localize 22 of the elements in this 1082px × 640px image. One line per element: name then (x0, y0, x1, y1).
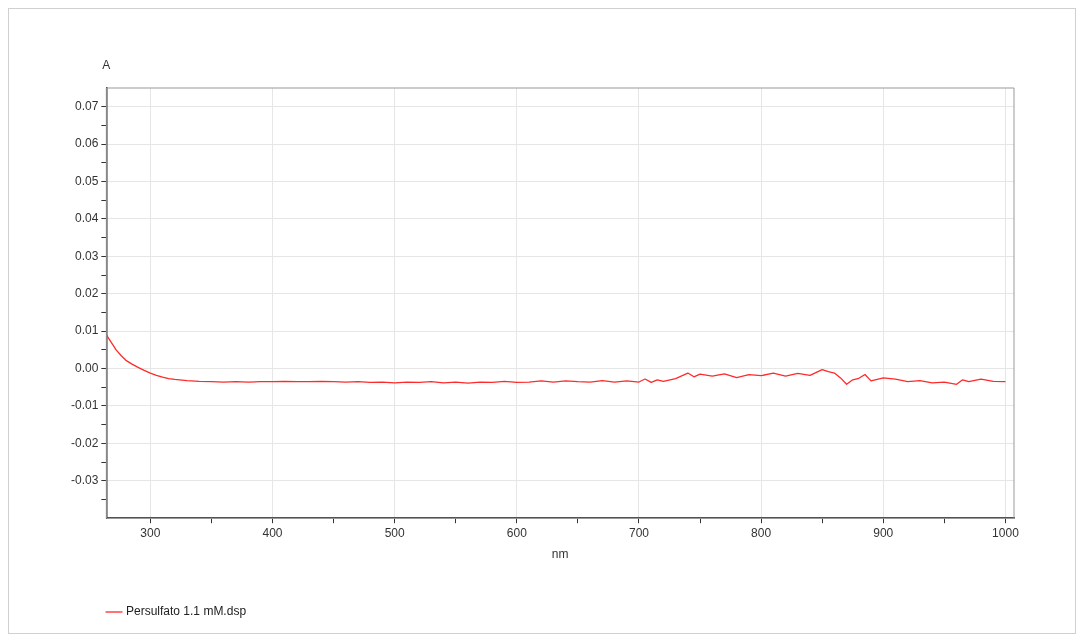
y-tick-label: -0.02 (70, 435, 99, 450)
x-tick-label: 500 (384, 525, 405, 540)
x-tick-label: 700 (628, 525, 650, 540)
y-axis-title: A (102, 58, 111, 73)
x-tick-label: 600 (506, 525, 528, 540)
y-tick-label: -0.01 (70, 398, 99, 413)
y-tick-label: 0.03 (74, 248, 99, 263)
x-tick-label: 400 (262, 525, 283, 540)
x-axis-title: nm (551, 547, 569, 562)
x-tick-label: 900 (873, 525, 894, 540)
y-tick-label: 0.00 (74, 360, 99, 375)
legend-label: Persulfato 1.1 mM.dsp (126, 604, 247, 619)
x-tick-label: 1000 (992, 525, 1020, 540)
x-tick-label: 800 (751, 525, 772, 540)
y-tick-label: 0.06 (74, 136, 99, 151)
y-tick-label: -0.03 (70, 473, 99, 488)
y-tick-label: 0.07 (74, 99, 99, 114)
y-tick-label: 0.04 (74, 211, 99, 226)
y-tick-label: 0.02 (74, 286, 99, 301)
y-tick-label: 0.01 (74, 323, 99, 338)
y-tick-label: 0.05 (74, 173, 99, 188)
x-tick-label: 300 (140, 525, 161, 540)
